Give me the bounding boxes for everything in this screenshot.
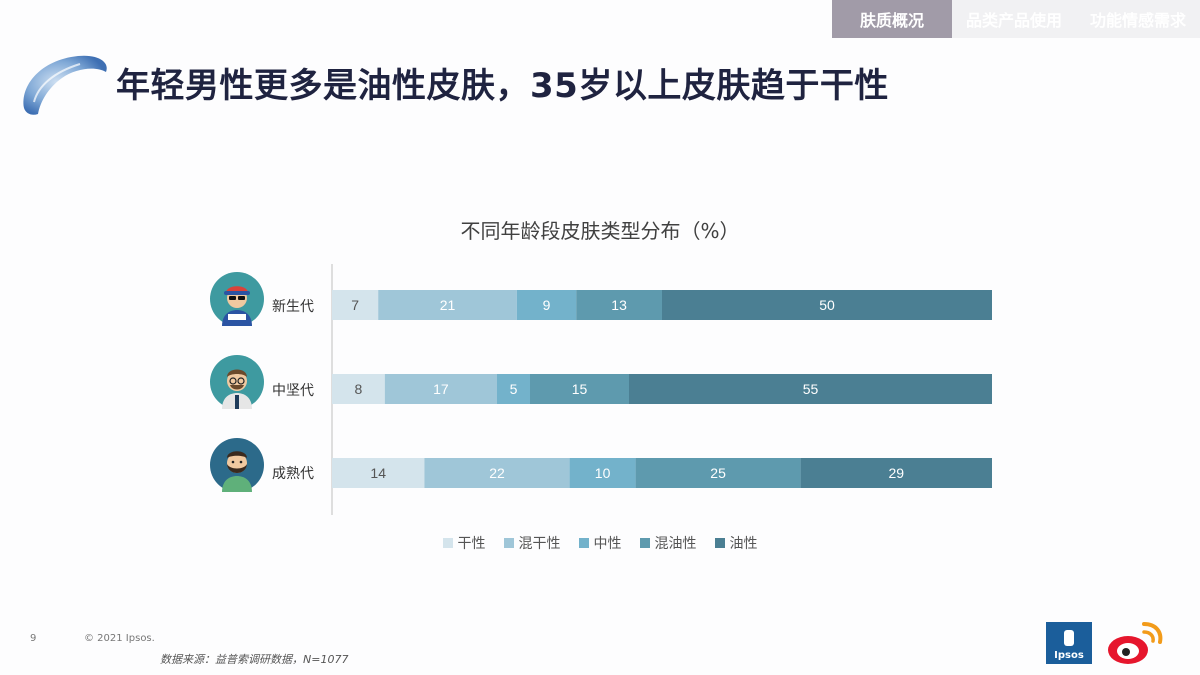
weibo-logo-icon <box>1108 622 1163 664</box>
bar-data-label: 21 <box>440 297 456 313</box>
legend-swatch <box>503 538 514 548</box>
bar-segment <box>530 374 629 404</box>
ipsos-logo: Ipsos <box>1046 622 1092 664</box>
legend-swatch <box>442 538 453 548</box>
copyright: © 2021 Ipsos. <box>84 633 155 644</box>
bar-segment <box>800 458 992 488</box>
bar-data-label: 22 <box>489 465 505 481</box>
bar-data-label: 25 <box>710 465 726 481</box>
bar-data-label: 15 <box>572 381 588 397</box>
bar-segment <box>629 374 992 404</box>
legend-swatch <box>639 538 650 548</box>
category-label-mature-generation: 成熟代 <box>272 466 314 482</box>
bar-segment <box>332 374 385 404</box>
category-label-mid-generation: 中坚代 <box>272 383 314 399</box>
legend-item-oily: 油性 <box>714 533 758 553</box>
bar-data-label: 13 <box>611 297 627 313</box>
bar-data-label: 8 <box>355 381 363 397</box>
bar-data-label: 9 <box>543 297 551 313</box>
ipsos-mark-icon <box>1064 630 1074 646</box>
bar-segment <box>516 290 577 320</box>
legend-label: 混干性 <box>518 536 561 552</box>
tab-category-product-usage[interactable]: 品类产品使用 <box>951 0 1076 38</box>
legend-item-combo-oily: 混油性 <box>639 533 697 553</box>
bar-segment <box>332 458 425 488</box>
bar-data-label: 14 <box>370 465 386 481</box>
bar-data-label: 55 <box>803 381 819 397</box>
legend-item-combo-dry: 混干性 <box>503 533 561 553</box>
bar-segment <box>378 290 517 320</box>
bar-segment <box>576 290 662 320</box>
bar-data-label: 10 <box>595 465 611 481</box>
tab-function-emotion-needs[interactable]: 功能情感需求 <box>1075 0 1200 38</box>
legend-label: 中性 <box>593 536 622 552</box>
legend-swatch <box>714 538 725 548</box>
bar-segment <box>424 458 570 488</box>
bar-segment <box>635 458 801 488</box>
page-title: 年轻男性更多是油性皮肤，35岁以上皮肤趋于干性 <box>116 66 889 106</box>
legend-swatch <box>578 538 589 548</box>
bar-data-label: 50 <box>819 297 835 313</box>
ipsos-logo-text: Ipsos <box>1054 650 1084 661</box>
young-man-cap-sunglasses-icon <box>210 272 264 326</box>
bar-segment <box>662 290 992 320</box>
legend-label: 油性 <box>729 536 758 552</box>
data-source-note: 数据来源：益普索调研数据，N=1077 <box>160 653 349 666</box>
category-label-new-generation: 新生代 <box>272 299 314 315</box>
bar-segment <box>569 458 636 488</box>
page-number: 9 <box>30 633 37 644</box>
legend-item-neutral: 中性 <box>578 533 622 553</box>
legend-label: 干性 <box>457 536 486 552</box>
man-glasses-beard-icon <box>210 355 264 409</box>
tab-skin-overview[interactable]: 肤质概况 <box>831 0 952 38</box>
brand-swoosh-logo-icon <box>23 55 107 115</box>
bar-segment <box>384 374 497 404</box>
top-navigation: 肤质概况 品类产品使用 功能情感需求 <box>831 0 1200 38</box>
bar-segment <box>332 290 379 320</box>
legend-label: 混油性 <box>654 536 697 552</box>
chart-title: 不同年龄段皮肤类型分布（%） <box>460 219 740 243</box>
bar-data-label: 7 <box>351 297 359 313</box>
man-full-beard-icon <box>210 438 264 492</box>
chart-legend: 干性 混干性 中性 混油性 油性 <box>0 533 1200 553</box>
bar-segment <box>497 374 530 404</box>
bar-data-label: 5 <box>510 381 518 397</box>
bar-data-label: 17 <box>433 381 449 397</box>
legend-item-dry: 干性 <box>442 533 486 553</box>
bar-data-label: 29 <box>889 465 905 481</box>
